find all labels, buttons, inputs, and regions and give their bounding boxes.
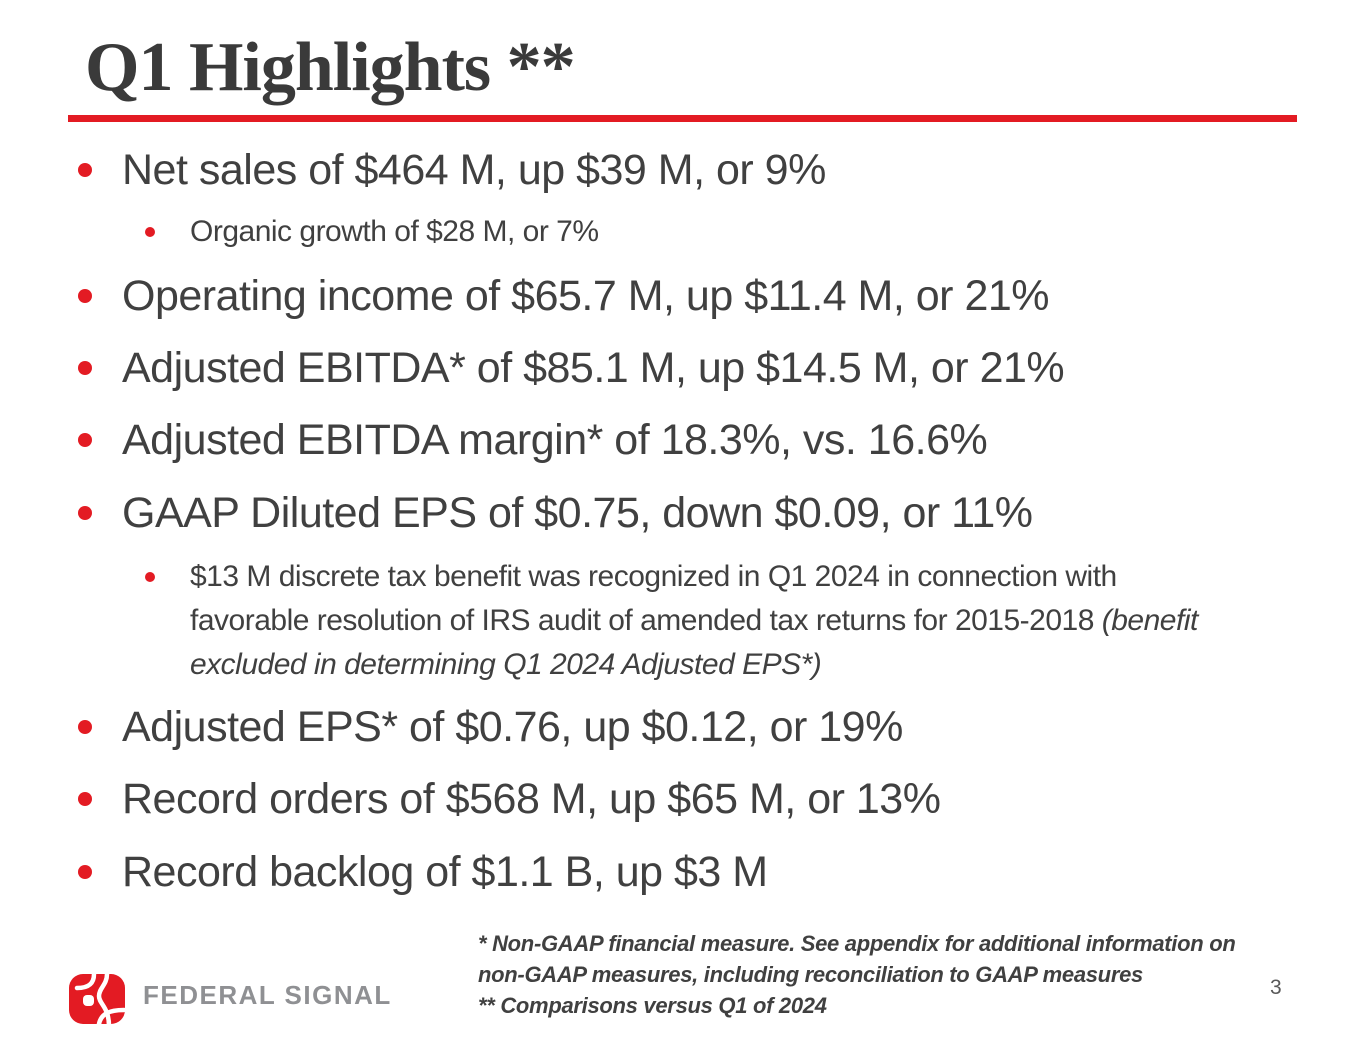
bullet-text: Adjusted EBITDA margin* of 18.3%, vs. 16…: [122, 416, 988, 464]
footnotes: * Non-GAAP financial measure. See append…: [478, 928, 1238, 1021]
footnote-non-gaap: * Non-GAAP financial measure. See append…: [478, 931, 1236, 987]
bullet-list: Net sales of $464 M, up $39 M, or 9% Org…: [68, 142, 1318, 896]
bullet-text: Record backlog of $1.1 B, up $3 M: [122, 848, 768, 896]
bullet-text-regular: $13 M discrete tax benefit was recognize…: [190, 560, 1117, 637]
bullet-record-orders: Record orders of $568 M, up $65 M, or 13…: [68, 775, 1318, 823]
subbullet-tax-benefit: $13 M discrete tax benefit was recognize…: [68, 555, 1318, 687]
bullet-record-backlog: Record backlog of $1.1 B, up $3 M: [68, 848, 1318, 896]
bullet-text: Organic growth of $28 M, or 7%: [190, 215, 599, 248]
bullet-text: Record orders of $568 M, up $65 M, or 13…: [122, 775, 941, 823]
bullet-icon: [78, 792, 92, 806]
bullet-text: Net sales of $464 M, up $39 M, or 9%: [122, 146, 826, 194]
bullet-icon: [78, 720, 92, 734]
bullet-adjusted-eps: Adjusted EPS* of $0.76, up $0.12, or 19%: [68, 703, 1318, 751]
bullet-text: Adjusted EBITDA* of $85.1 M, up $14.5 M,…: [122, 344, 1065, 392]
subbullet-organic-growth: Organic growth of $28 M, or 7%: [68, 214, 1318, 250]
page-number: 3: [1270, 976, 1282, 999]
federal-signal-logo-icon: [69, 971, 127, 1026]
bullet-adjusted-ebitda: Adjusted EBITDA* of $85.1 M, up $14.5 M,…: [68, 344, 1318, 392]
bullet-text-italic: (benefit excluded in determining Q1 2024…: [190, 604, 1198, 681]
bullet-text: GAAP Diluted EPS of $0.75, down $0.09, o…: [122, 489, 1033, 537]
bullet-operating-income: Operating income of $65.7 M, up $11.4 M,…: [68, 272, 1318, 320]
federal-signal-logo-text: FEDERAL SIGNAL: [143, 979, 392, 1010]
bullet-icon: [78, 433, 92, 447]
title-underline: [68, 115, 1297, 122]
bullet-icon: [78, 163, 92, 177]
bullet-gaap-eps: GAAP Diluted EPS of $0.75, down $0.09, o…: [68, 489, 1318, 537]
federal-signal-logo: FEDERAL SIGNAL: [66, 970, 392, 1026]
bullet-icon: [78, 361, 92, 375]
bullet-text: $13 M discrete tax benefit was recognize…: [190, 555, 1210, 687]
footnote-comparisons: ** Comparisons versus Q1 of 2024: [478, 993, 827, 1018]
bullet-icon: [145, 572, 155, 582]
bullet-net-sales: Net sales of $464 M, up $39 M, or 9%: [68, 146, 1318, 194]
bullet-icon: [78, 289, 92, 303]
bullet-icon: [78, 865, 92, 879]
bullet-ebitda-margin: Adjusted EBITDA margin* of 18.3%, vs. 16…: [68, 416, 1318, 464]
bullet-icon: [78, 506, 92, 520]
bullet-text: Operating income of $65.7 M, up $11.4 M,…: [122, 272, 1050, 320]
slide-title: Q1 Highlights **: [85, 29, 576, 106]
bullet-text: Adjusted EPS* of $0.76, up $0.12, or 19%: [122, 703, 903, 751]
bullet-icon: [145, 227, 155, 237]
